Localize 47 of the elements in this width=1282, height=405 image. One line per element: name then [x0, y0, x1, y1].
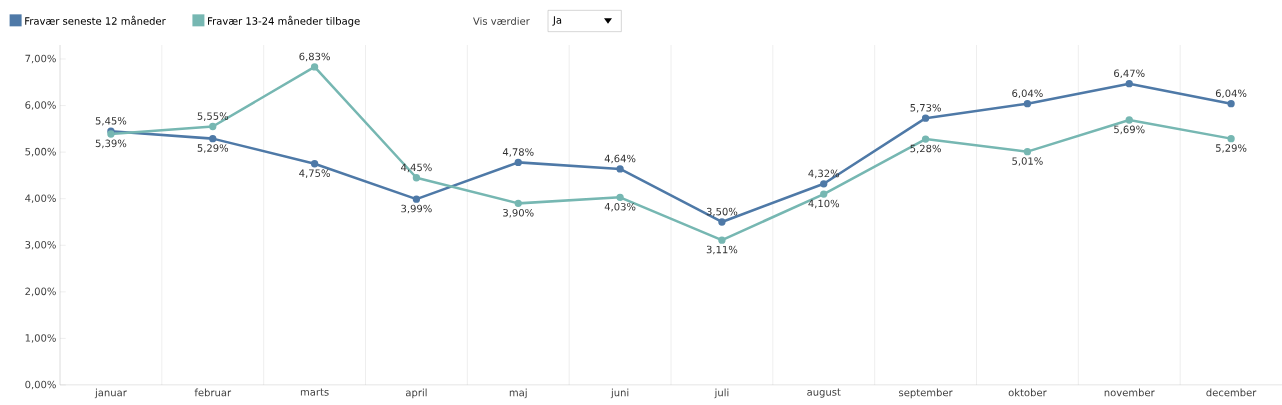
- data-label: 3,50%: [706, 207, 738, 217]
- x-tick-label: marts: [300, 388, 329, 396]
- data-label: 6,47%: [1114, 69, 1145, 79]
- data-label: 4,03%: [604, 202, 636, 212]
- x-tick-label: april: [405, 388, 427, 399]
- x-tick-label: januar: [94, 388, 127, 399]
- data-label: 5,73%: [910, 103, 941, 113]
- x-tick-label: februar: [194, 388, 232, 397]
- x-tick-label: oktober: [1008, 388, 1047, 397]
- x-tick-label: december: [1206, 388, 1257, 397]
- y-tick-label: 5,00%: [25, 147, 56, 157]
- data-label: 3,90%: [503, 208, 534, 218]
- y-tick-label: 4,00%: [25, 194, 56, 204]
- data-label: 5,69%: [1114, 125, 1145, 135]
- legend-label: Fravær seneste 12 måneder: [25, 15, 166, 25]
- y-tick-label: 1,00%: [25, 334, 56, 343]
- y-tick-label: 3,00%: [25, 240, 56, 250]
- data-label: 5,01%: [1012, 157, 1043, 166]
- data-label: 4,32%: [808, 169, 840, 179]
- y-tick-label: 6,00%: [25, 101, 56, 110]
- y-tick-label: 2,00%: [25, 287, 56, 297]
- data-label: 4,78%: [502, 148, 534, 157]
- data-label: 4,75%: [299, 169, 330, 178]
- data-label: 6,83%: [299, 52, 330, 62]
- data-label: 5,29%: [1215, 144, 1247, 153]
- data-label: 5,28%: [910, 144, 941, 154]
- data-label: 5,29%: [197, 144, 229, 153]
- text: Vis værdier: [473, 17, 530, 25]
- text: Ja: [552, 16, 562, 26]
- x-tick-label: juni: [610, 388, 629, 399]
- y-tick-label: 7,00%: [25, 54, 56, 64]
- data-label: 5,55%: [197, 112, 229, 121]
- legend-label: Fravær 13-24 måneder tilbage: [208, 15, 360, 27]
- x-tick-label: november: [1104, 388, 1155, 397]
- data-label: 3,11%: [706, 245, 738, 255]
- x-tick-label: september: [899, 388, 953, 399]
- data-label: 4,10%: [808, 199, 840, 209]
- data-label: 5,39%: [95, 139, 127, 149]
- x-tick-label: juli: [714, 388, 729, 399]
- y-tick-label: 0,00%: [25, 380, 56, 390]
- data-label: 5,45%: [95, 116, 127, 126]
- data-label: 3,99%: [401, 204, 432, 214]
- data-label: 4,64%: [604, 154, 636, 164]
- x-tick-label: august: [807, 388, 841, 398]
- data-label: 6,04%: [1215, 89, 1247, 99]
- data-label: 6,04%: [1012, 89, 1043, 99]
- x-tick-label: maj: [509, 388, 527, 399]
